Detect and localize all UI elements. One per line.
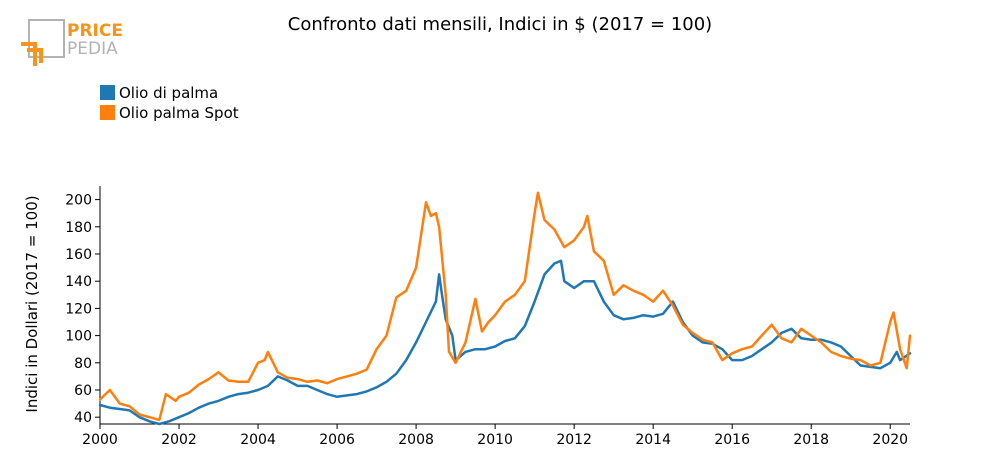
x-tick-label: 2018 xyxy=(793,432,829,448)
y-tick-label: 180 xyxy=(65,220,92,236)
x-tick-label: 2002 xyxy=(161,432,197,448)
x-tick-label: 2006 xyxy=(319,432,355,448)
x-tick-label: 2008 xyxy=(398,432,434,448)
logo-text-pedia: PEDIA xyxy=(67,39,118,59)
logo-orange-bracket-inner xyxy=(27,48,43,63)
series-line-olio-palma-spot xyxy=(98,191,912,422)
logo-text-price: PRICE xyxy=(67,21,123,41)
x-tick-label: 2016 xyxy=(714,432,750,448)
x-tick-label: 2020 xyxy=(872,432,908,448)
logo-gray-frame xyxy=(28,19,65,58)
logo-orange-bracket-outer xyxy=(21,42,37,66)
x-tick-label: 2012 xyxy=(556,432,592,448)
y-tick-label: 40 xyxy=(74,410,92,426)
y-tick-label: 100 xyxy=(65,329,92,345)
x-tick-label: 2004 xyxy=(240,432,276,448)
legend: Olio di palma Olio palma Spot xyxy=(100,84,239,122)
x-tick-label: 2014 xyxy=(635,432,671,448)
pricepedia-logo: PRICE PEDIA xyxy=(21,19,123,66)
series-layer xyxy=(98,191,912,426)
y-axis-ticks: 40 60 80 100 120 140 160 180 200 xyxy=(65,193,100,426)
legend-swatch-olio-di-palma xyxy=(100,85,115,100)
x-axis-ticks: 2000 2002 2004 2006 2008 2010 2012 2014 2016 2018… xyxy=(82,424,908,448)
y-tick-label: 200 xyxy=(65,193,92,209)
x-tick-label: 2000 xyxy=(82,432,118,448)
y-tick-label: 120 xyxy=(65,301,92,317)
y-tick-label: 60 xyxy=(74,383,92,399)
series-line-olio-di-palma xyxy=(98,259,912,426)
y-tick-label: 80 xyxy=(74,356,92,372)
x-tick-label: 2010 xyxy=(477,432,513,448)
legend-label-olio-palma-spot: Olio palma Spot xyxy=(119,104,239,122)
y-axis-label: Indici in Dollari (2017 = 100) xyxy=(23,195,41,412)
chart-title: Confronto dati mensili, Indici in $ (201… xyxy=(288,14,712,35)
legend-label-olio-di-palma: Olio di palma xyxy=(119,84,218,102)
legend-swatch-olio-palma-spot xyxy=(100,105,115,120)
y-tick-label: 160 xyxy=(65,247,92,263)
y-tick-label: 140 xyxy=(65,274,92,290)
